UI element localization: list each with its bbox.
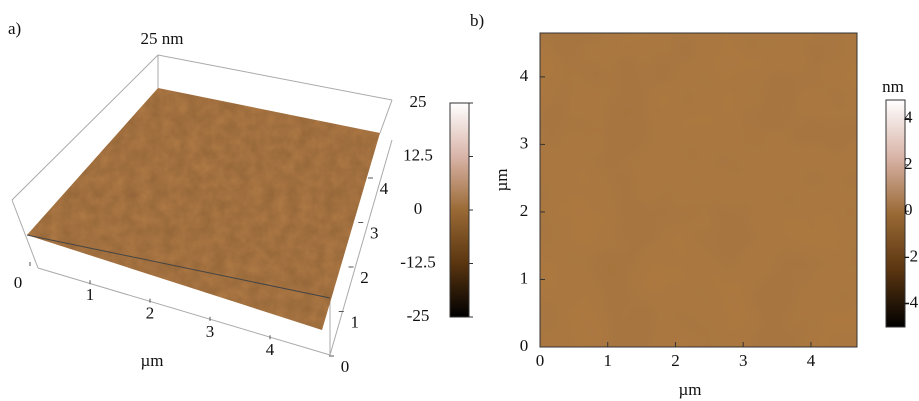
z-label: 25 nm	[141, 29, 184, 48]
colorbar	[886, 100, 905, 327]
colorbar-label: nm	[882, 77, 904, 96]
y-tick-label: 2	[520, 201, 529, 220]
y-tick-label: 4	[380, 179, 389, 198]
x-label: µm	[678, 380, 701, 399]
panel-a: a) 25 nm 0 1 2 3 4 µm 0 1 2 3 4 25 12.5 0 -12.5 -25	[8, 19, 473, 376]
x-tick-label: 2	[671, 351, 680, 370]
y-tick-label: 3	[370, 223, 379, 242]
x-tick-label: 3	[206, 322, 215, 341]
x-tick-label: 4	[266, 340, 275, 359]
y-label: µm	[492, 168, 511, 191]
y-tick-label: 0	[341, 357, 350, 376]
colorbar-tick-label: 25	[410, 92, 427, 111]
colorbar-tick-label: 4	[904, 107, 913, 126]
image	[540, 33, 857, 347]
panel-label: a)	[8, 19, 21, 38]
colorbar-tick-label: -12.5	[400, 252, 435, 271]
x-tick-label: 4	[807, 351, 816, 370]
colorbar-tick-label: 12.5	[403, 145, 433, 164]
colorbar-tick-label: 0	[904, 200, 913, 219]
y-tick-label: 1	[351, 312, 360, 331]
colorbar	[450, 103, 469, 317]
surface	[27, 88, 380, 330]
colorbar-tick-label: -25	[407, 306, 430, 325]
colorbar-tick-label: -2	[904, 246, 918, 265]
y-tick-label: 2	[360, 268, 369, 287]
figure: a) 25 nm 0 1 2 3 4 µm 0 1 2 3 4 25 12.5 0 -12.5 -25 b) 0 1 2…	[0, 0, 919, 401]
x-tick-label: 2	[146, 304, 155, 323]
y-tick-label: 0	[520, 336, 529, 355]
y-tick-label: 1	[520, 268, 529, 287]
colorbar-tick-label: 2	[904, 154, 913, 173]
x-label: µm	[140, 351, 163, 370]
colorbar-tick-label: 0	[414, 199, 423, 218]
y-tick-label: 3	[520, 133, 529, 152]
y-tick-label: 4	[520, 66, 529, 85]
colorbar-tick-label: -4	[904, 293, 919, 312]
x-tick-label: 3	[739, 351, 748, 370]
x-tick-label: 0	[536, 351, 545, 370]
x-tick-label: 1	[86, 285, 95, 304]
x-tick-label: 1	[603, 351, 612, 370]
x-tick-label: 0	[14, 273, 23, 292]
panel-label: b)	[470, 11, 484, 30]
